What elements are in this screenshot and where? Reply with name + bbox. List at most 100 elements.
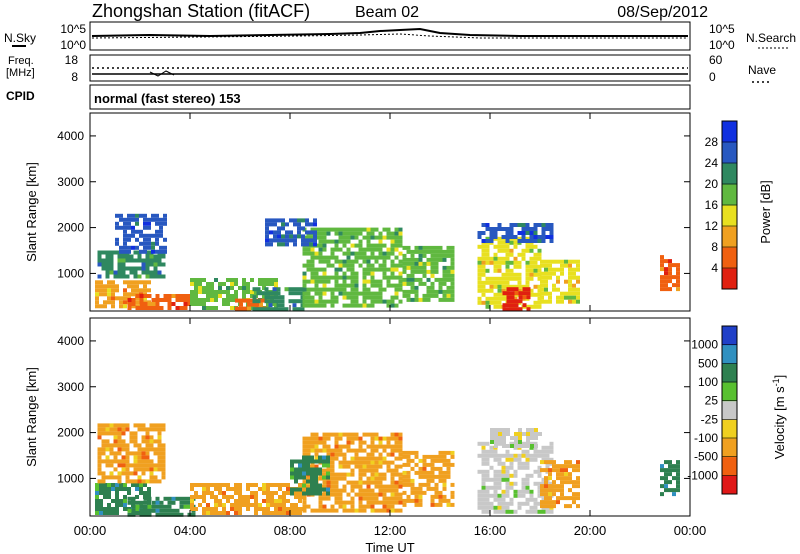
data-cell [378, 255, 383, 260]
data-cell [525, 473, 530, 478]
data-cell [517, 276, 522, 281]
data-cell [430, 466, 435, 471]
data-cell [390, 468, 395, 473]
data-cell [422, 265, 427, 270]
data-cell [525, 239, 530, 243]
data-cell [242, 499, 246, 503]
data-cell [676, 488, 680, 493]
data-cell [548, 299, 552, 304]
data-cell [107, 495, 111, 499]
data-cell [378, 235, 383, 240]
data-cell [442, 482, 447, 487]
data-cell [127, 491, 131, 495]
data-cell [434, 289, 439, 294]
data-cell [398, 480, 403, 485]
data-cell [322, 227, 327, 232]
data-cell [398, 239, 403, 244]
data-cell [497, 481, 502, 486]
data-cell [505, 284, 510, 289]
data-cell [258, 278, 262, 282]
data-cell [187, 298, 192, 302]
data-cell [509, 461, 514, 466]
data-cell [493, 300, 498, 305]
data-cell [149, 471, 154, 476]
data-cell [374, 496, 379, 501]
data-cell [505, 489, 510, 494]
x-tick-label: 00:00 [674, 523, 707, 538]
data-cell [342, 504, 347, 509]
x-axis: 00:00 04:00 08:00 12:00 16:00 20:00 00:00 [74, 113, 707, 538]
data-cell [234, 282, 238, 286]
data-cell [131, 284, 135, 289]
data-cell [334, 231, 339, 236]
data-cell [414, 277, 419, 282]
data-cell [350, 267, 355, 272]
data-cell [288, 287, 293, 292]
data-cell [418, 502, 423, 507]
data-cell [485, 493, 490, 498]
data-cell [545, 445, 550, 450]
data-cell [159, 245, 163, 250]
data-cell [526, 428, 530, 432]
data-cell [155, 512, 160, 517]
data-cell [426, 462, 431, 467]
data-cell [477, 453, 482, 458]
data-cell [306, 487, 310, 492]
data-cell [121, 258, 126, 263]
data-cell [498, 432, 502, 436]
data-cell [318, 471, 322, 476]
data-cell [568, 460, 572, 465]
data-cell [278, 511, 282, 515]
data-cell [394, 456, 399, 461]
data-cell [306, 479, 310, 484]
data-cell [548, 492, 552, 497]
data-cell [378, 263, 383, 268]
data-cell [358, 255, 363, 260]
data-cell [141, 266, 146, 271]
data-cell [350, 448, 355, 453]
data-cell [306, 484, 311, 489]
data-cell [485, 485, 490, 490]
data-cell [668, 472, 672, 477]
data-cell [111, 300, 115, 305]
data-cell [266, 491, 270, 495]
data-cell [270, 278, 274, 282]
data-cell [664, 267, 668, 272]
data-cell [422, 269, 427, 274]
data-cell [99, 280, 103, 285]
data-cell [119, 304, 123, 309]
data-cell [410, 257, 415, 262]
data-cell [362, 464, 367, 469]
data-cell [485, 505, 490, 510]
data-cell [264, 295, 269, 300]
data-cell [540, 279, 544, 284]
data-cell [501, 473, 506, 478]
data-cell [338, 496, 343, 501]
data-cell [398, 275, 403, 280]
data-cell [190, 278, 194, 282]
data-cell [161, 262, 166, 267]
data-cell [113, 439, 118, 444]
data-cell [95, 483, 99, 487]
data-cell [446, 285, 451, 290]
data-cell [101, 250, 106, 255]
data-cell [198, 302, 202, 306]
data-cell [246, 487, 250, 491]
data-cell [446, 462, 451, 467]
data-cell [334, 476, 339, 481]
data-cell [362, 247, 367, 252]
data-cell [338, 464, 343, 469]
data-cell [502, 291, 507, 296]
data-cell [145, 479, 150, 484]
data-cell [438, 289, 443, 294]
data-cell [450, 245, 455, 250]
data-cell [366, 231, 371, 236]
data-cell [145, 270, 150, 275]
data-cell [497, 461, 502, 466]
data-cell [111, 487, 115, 491]
data-cell [676, 275, 680, 280]
data-cell [342, 279, 347, 284]
data-cell [386, 444, 391, 449]
data-cell [370, 231, 375, 236]
data-cell [410, 458, 415, 463]
